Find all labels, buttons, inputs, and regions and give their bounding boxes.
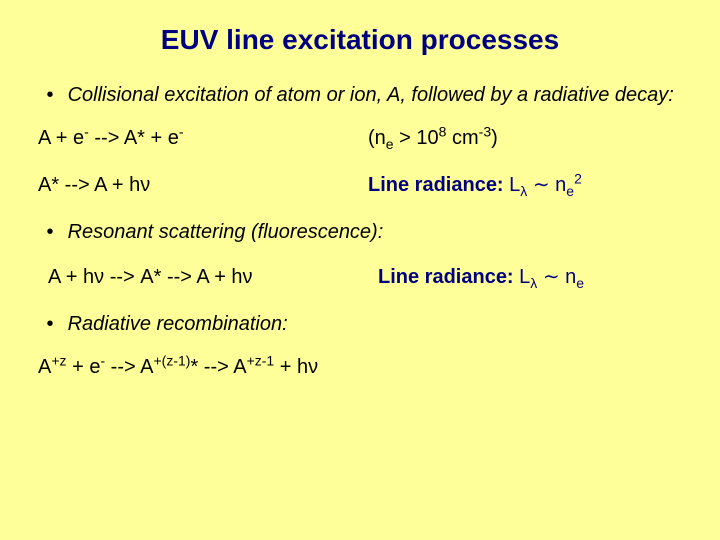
eq-collisional-2: A* --> A + hν Line radiance: Lλ ∼ ne2 xyxy=(38,172,682,197)
eq-resonant-rad: Line radiance: Lλ ∼ ne xyxy=(378,264,584,289)
eq-collisional-1-lhs: A + e- --> A* + e- xyxy=(38,127,368,150)
radiance-expr-2: Lλ ∼ ne xyxy=(519,266,584,288)
t: +(z-1) xyxy=(153,352,190,368)
t: + hν xyxy=(274,356,318,378)
eq-resonant: A + hν --> A* --> A + hν Line radiance: … xyxy=(38,264,682,289)
bullet-dot: • xyxy=(38,82,62,109)
t: - xyxy=(179,123,184,139)
t: 2 xyxy=(574,170,582,186)
t: + e xyxy=(67,356,101,378)
t: +z xyxy=(51,352,66,368)
eq-collisional-2-lhs: A* --> A + hν xyxy=(38,174,368,197)
t: e xyxy=(576,275,584,291)
radiance-expr-1: Lλ ∼ ne2 xyxy=(509,174,582,196)
t: (n xyxy=(368,127,386,149)
t: ∼ n xyxy=(527,174,566,196)
bullet-collisional: • Collisional excitation of atom or ion,… xyxy=(38,82,682,109)
bullet-dot: • xyxy=(38,311,62,338)
t: > 10 xyxy=(394,127,439,149)
t: * --> A xyxy=(190,356,246,378)
radiance-label-1: Line radiance: xyxy=(368,174,509,196)
t: L xyxy=(509,174,520,196)
eq-collisional-1: A + e- --> A* + e- (ne > 108 cm-3) xyxy=(38,127,682,150)
t: ∼ n xyxy=(537,266,576,288)
bullet-resonant: • Resonant scattering (fluorescence): xyxy=(38,219,682,246)
t: e xyxy=(566,183,574,199)
slide-title: EUV line excitation processes xyxy=(38,24,682,56)
t: A xyxy=(38,356,51,378)
bullet-resonant-text: Resonant scattering (fluorescence): xyxy=(68,221,384,243)
t: e xyxy=(386,136,394,152)
eq-resonant-lhs: A + hν --> A* --> A + hν xyxy=(38,266,378,289)
radiance-label-2: Line radiance: xyxy=(378,266,519,288)
eq-collisional-2-rad: Line radiance: Lλ ∼ ne2 xyxy=(368,172,582,197)
t: -3 xyxy=(479,123,491,139)
t: cm xyxy=(446,127,478,149)
eq-recombination: A+z + e- --> A+(z-1)* --> A+z-1 + hν xyxy=(38,356,682,379)
t: --> A xyxy=(105,356,153,378)
bullet-collisional-text: Collisional excitation of atom or ion, A… xyxy=(68,84,674,106)
t: A + e xyxy=(38,127,84,149)
bullet-recombination-text: Radiative recombination: xyxy=(68,313,288,335)
bullet-dot: • xyxy=(38,219,62,246)
t: +z-1 xyxy=(247,352,275,368)
eq-collisional-1-cond: (ne > 108 cm-3) xyxy=(368,127,498,150)
t: ) xyxy=(491,127,498,149)
bullet-recombination: • Radiative recombination: xyxy=(38,311,682,338)
t: --> A* + e xyxy=(89,127,179,149)
t: L xyxy=(519,266,530,288)
